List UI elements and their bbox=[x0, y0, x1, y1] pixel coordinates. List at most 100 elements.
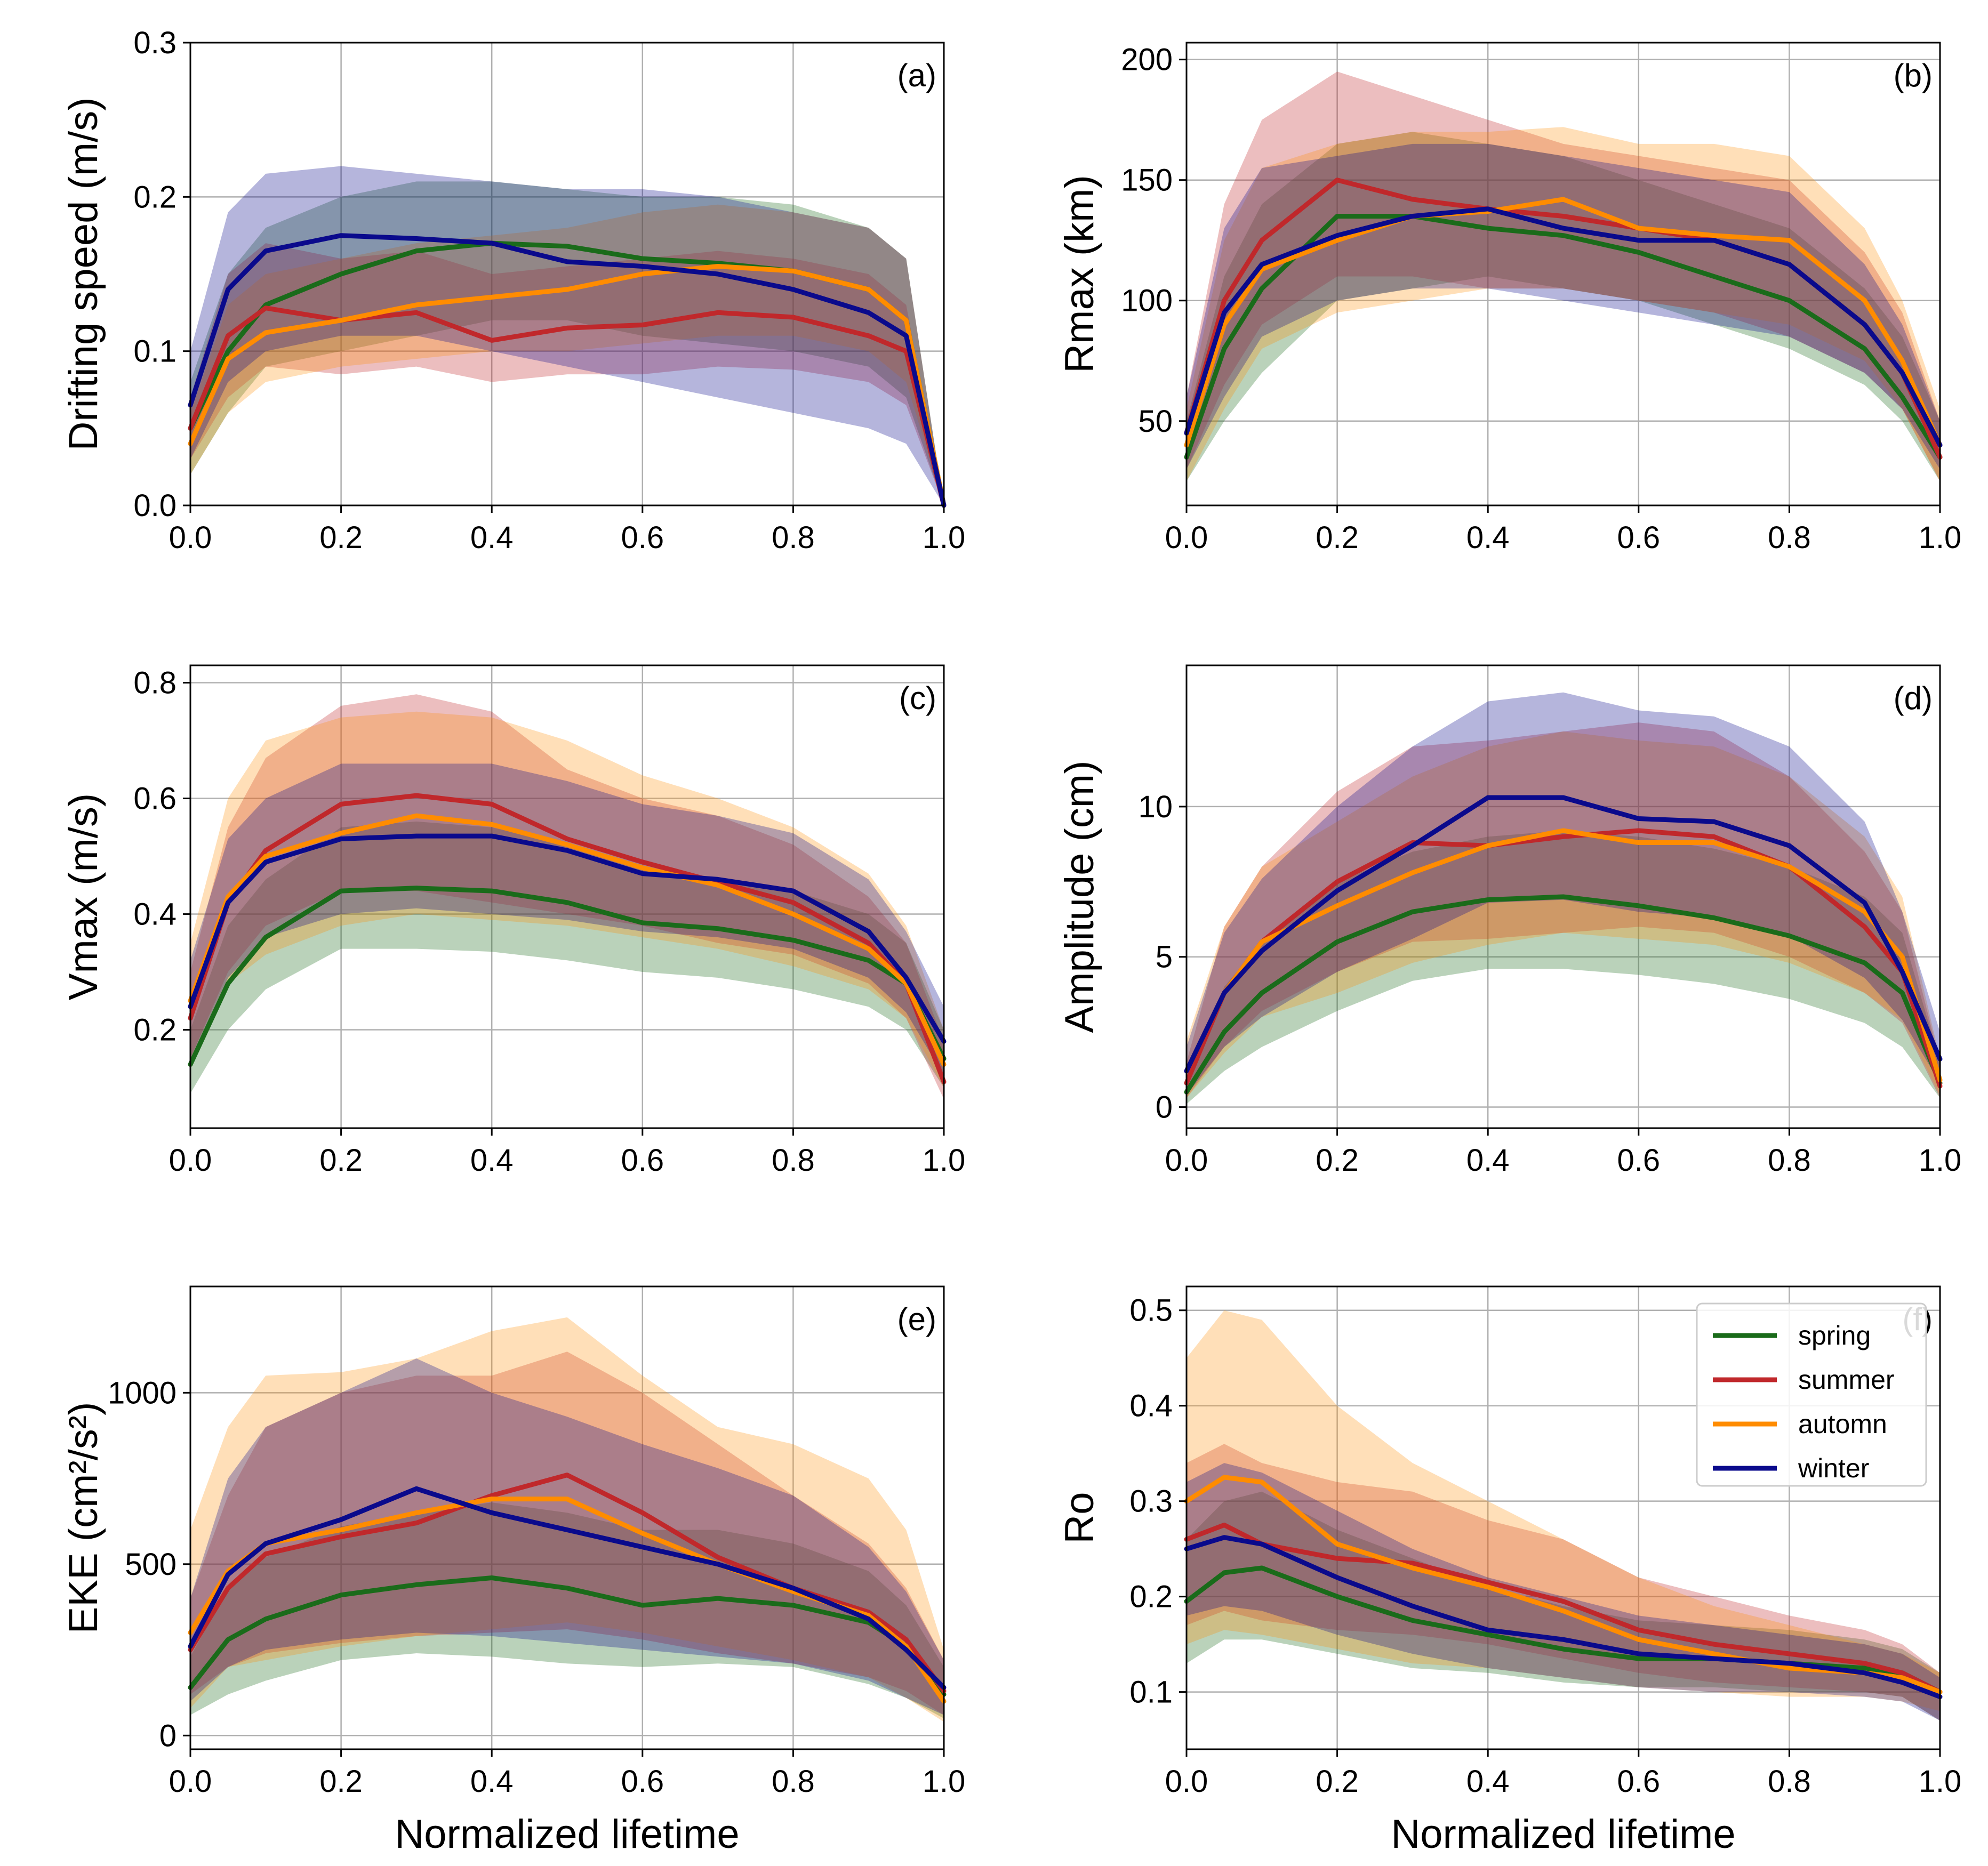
panel-f: 0.00.20.40.60.81.00.10.20.30.40.5Ro(f)No… bbox=[1057, 1285, 1962, 1857]
spring-mean-line bbox=[1184, 214, 1943, 460]
summer-spread-band bbox=[190, 243, 944, 505]
x-tick-label: 0.6 bbox=[621, 520, 664, 555]
x-tick-label: 1.0 bbox=[1919, 1764, 1962, 1799]
x-axis-label: Normalized lifetime bbox=[395, 1812, 739, 1857]
winter-mean-line bbox=[1184, 795, 1943, 1074]
y-tick-label: 100 bbox=[1121, 284, 1173, 318]
spring-mean-line bbox=[188, 1575, 947, 1697]
x-tick-label: 0.2 bbox=[1316, 1143, 1359, 1178]
panel-tag: (b) bbox=[1894, 58, 1933, 93]
legend-label-automn: automn bbox=[1798, 1409, 1887, 1439]
spring-spread-band bbox=[1187, 132, 1940, 481]
x-axis-label: Normalized lifetime bbox=[1391, 1812, 1735, 1857]
x-tick-label: 0.6 bbox=[621, 1764, 664, 1799]
legend-label-summer: summer bbox=[1798, 1365, 1895, 1395]
x-tick-label: 0.0 bbox=[1165, 520, 1208, 555]
automn-mean-line bbox=[1184, 828, 1943, 1083]
summer-spread-band bbox=[190, 694, 944, 1099]
x-tick-label: 1.0 bbox=[923, 1143, 966, 1178]
x-tick-label: 0.8 bbox=[1768, 520, 1811, 555]
panel-tag: (e) bbox=[897, 1301, 936, 1337]
summer-spread-band bbox=[1187, 71, 1940, 481]
spring-mean-line bbox=[188, 886, 947, 1067]
y-tick-label: 0.6 bbox=[133, 782, 177, 816]
y-tick-label: 200 bbox=[1121, 43, 1173, 77]
y-tick-label: 0.2 bbox=[1129, 1580, 1173, 1614]
automn-spread-band bbox=[190, 1317, 944, 1722]
x-tick-label: 0.2 bbox=[1316, 1764, 1359, 1799]
winter-mean-line bbox=[188, 833, 947, 1044]
summer-mean-line bbox=[188, 793, 947, 1084]
x-tick-label: 0.8 bbox=[772, 1143, 815, 1178]
panel-d: 0.0 0.2 0.4 0.6 0.8 1.0 0 5 10 Amplitude (cm) (d) bbox=[1057, 664, 1961, 1178]
y-tick-label: 0.1 bbox=[1129, 1675, 1173, 1710]
automn-spread-band bbox=[1187, 731, 1940, 1098]
y-tick-label: 0.2 bbox=[133, 1013, 177, 1048]
x-tick-label: 0.4 bbox=[470, 1764, 514, 1799]
x-tick-label: 0.4 bbox=[1466, 1764, 1510, 1799]
x-tick-label: 0.8 bbox=[772, 520, 815, 555]
legend: spring summer automn winter bbox=[1696, 1302, 1927, 1487]
y-axis-label: Rmax (km) bbox=[1057, 175, 1102, 373]
panel-c: 0.0 0.2 0.4 0.6 0.8 1.0 0.2 0.4 0.6 0.8 Vmax (m/s)… bbox=[61, 664, 966, 1178]
x-tick-label: 0.2 bbox=[319, 1143, 363, 1178]
summer-spread-band bbox=[1187, 722, 1940, 1098]
y-tick-label: 5 bbox=[1156, 940, 1173, 975]
x-tick-label: 0.0 bbox=[169, 1764, 212, 1799]
x-tick-label: 0.2 bbox=[1316, 520, 1359, 555]
y-axis-label: Amplitude (cm) bbox=[1057, 761, 1102, 1033]
x-tick-label: 0.8 bbox=[1768, 1764, 1811, 1799]
panel-tag: (d) bbox=[1894, 680, 1933, 716]
axes-frame bbox=[1185, 42, 1941, 506]
panel-a: 0.0 0.2 0.4 0.6 0.8 1.0 0.0 0.1 0.2 0.3 Drifting s… bbox=[61, 26, 965, 555]
y-tick-label: 1000 bbox=[108, 1376, 177, 1410]
x-tick-label: 0.2 bbox=[319, 1764, 363, 1799]
x-tick-label: 0.2 bbox=[319, 520, 363, 555]
automn-spread-band bbox=[190, 711, 944, 1088]
y-tick-label: 500 bbox=[125, 1547, 177, 1582]
y-tick-label: 0.3 bbox=[1129, 1484, 1173, 1519]
automn-mean-line bbox=[188, 813, 947, 1067]
winter-mean-line bbox=[1184, 1535, 1943, 1700]
axes-frame bbox=[1185, 664, 1941, 1129]
y-tick-label: 50 bbox=[1138, 404, 1173, 439]
y-axis-label: Vmax (m/s) bbox=[61, 793, 106, 1000]
x-tick-label: 0.8 bbox=[1768, 1143, 1811, 1178]
automn-mean-line bbox=[1184, 197, 1943, 448]
winter-spread-band bbox=[190, 1358, 944, 1715]
x-tick-label: 0.0 bbox=[1165, 1764, 1208, 1799]
y-tick-label: 0.8 bbox=[133, 666, 177, 701]
panel-tag: (a) bbox=[897, 58, 936, 93]
axes-frame bbox=[189, 42, 945, 506]
x-tick-label: 0.4 bbox=[470, 520, 514, 555]
x-tick-label: 0.6 bbox=[1617, 1143, 1660, 1178]
x-tick-label: 0.4 bbox=[1466, 1143, 1510, 1178]
winter-spread-band bbox=[1187, 692, 1940, 1095]
spring-mean-line bbox=[1184, 894, 1943, 1095]
legend-box bbox=[1696, 1302, 1927, 1487]
x-tick-label: 0.0 bbox=[169, 1143, 212, 1178]
x-tick-label: 0.0 bbox=[169, 520, 212, 555]
summer-mean-line bbox=[188, 305, 947, 508]
spring-spread-band bbox=[1187, 831, 1940, 1104]
y-axis-label: EKE (cm²/s²) bbox=[61, 1402, 106, 1634]
panel-tag: (c) bbox=[899, 680, 936, 716]
x-tick-label: 0.6 bbox=[1617, 520, 1660, 555]
winter-spread-band bbox=[1187, 1463, 1940, 1721]
x-tick-label: 1.0 bbox=[923, 1764, 966, 1799]
x-tick-label: 0.8 bbox=[772, 1764, 815, 1799]
axes-frame bbox=[189, 1285, 945, 1750]
y-tick-label: 10 bbox=[1138, 790, 1173, 824]
legend-label-winter: winter bbox=[1798, 1453, 1869, 1483]
x-tick-label: 0.6 bbox=[621, 1143, 664, 1178]
x-tick-label: 0.4 bbox=[1466, 520, 1510, 555]
y-axis-label: Ro bbox=[1057, 1492, 1102, 1543]
summer-spread-band bbox=[190, 1352, 944, 1715]
spring-mean-line bbox=[1184, 1565, 1943, 1695]
winter-spread-band bbox=[190, 166, 944, 505]
y-tick-label: 0.4 bbox=[133, 897, 177, 932]
x-tick-label: 1.0 bbox=[1919, 520, 1962, 555]
y-tick-label: 0.3 bbox=[133, 26, 177, 60]
